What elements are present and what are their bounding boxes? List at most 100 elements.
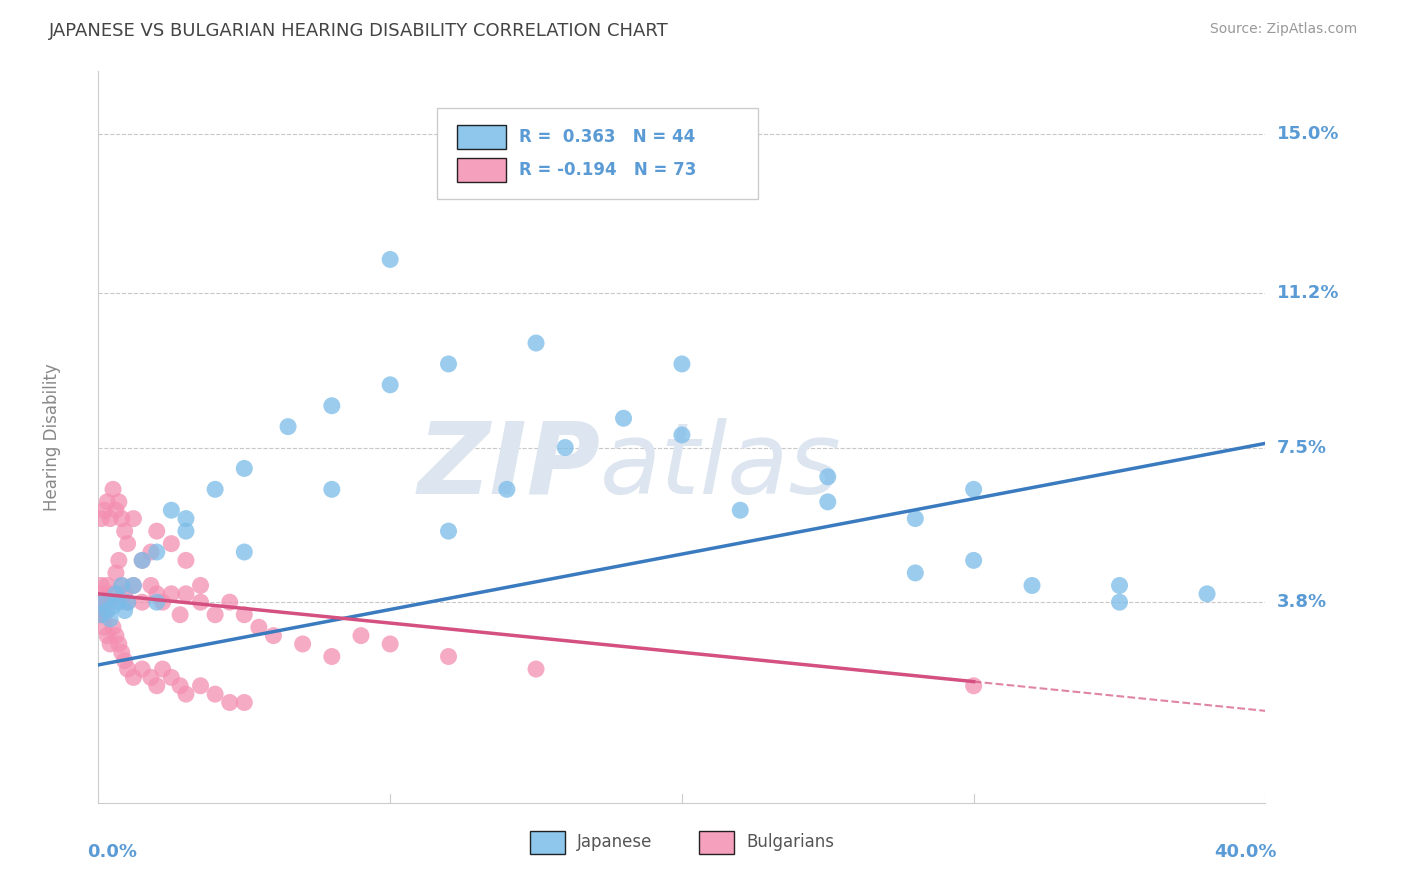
Point (671, 357, 693, 371)
Point (101, 599, 124, 614)
Point (291, 637, 314, 651)
Point (174, 524, 197, 538)
Point (496, 483, 519, 497)
Text: 0.0%: 0.0% (87, 843, 136, 861)
Point (117, 595, 139, 609)
Text: JAPANESE VS BULGARIAN HEARING DISABILITY CORRELATION CHART: JAPANESE VS BULGARIAN HEARING DISABILITY… (49, 22, 669, 40)
Point (90, 607, 112, 622)
Point (817, 470, 839, 484)
Point (817, 495, 839, 509)
FancyBboxPatch shape (457, 126, 506, 149)
Point (108, 637, 131, 651)
Point (108, 553, 131, 567)
Text: 3.8%: 3.8% (1277, 593, 1327, 611)
Point (146, 587, 169, 601)
Point (114, 587, 136, 601)
Point (101, 587, 124, 601)
Point (380, 637, 402, 651)
Point (146, 595, 169, 609)
Point (233, 461, 256, 475)
Point (96, 603, 118, 617)
Point (1021, 578, 1043, 592)
Point (122, 511, 145, 525)
Point (90, 587, 112, 601)
Point (1108, 595, 1130, 609)
Point (139, 670, 162, 684)
Point (218, 595, 240, 609)
Point (160, 503, 183, 517)
Point (174, 511, 197, 525)
Text: Japanese: Japanese (576, 832, 652, 851)
Point (174, 553, 197, 567)
Point (904, 566, 927, 580)
Point (96, 629, 118, 643)
Point (98, 511, 121, 525)
FancyBboxPatch shape (530, 830, 565, 854)
Point (321, 399, 343, 413)
Point (160, 587, 183, 601)
FancyBboxPatch shape (457, 159, 506, 182)
Point (437, 357, 460, 371)
Point (962, 679, 984, 693)
Point (1195, 587, 1218, 601)
Point (98, 595, 121, 609)
Point (321, 649, 343, 664)
Point (174, 687, 197, 701)
Point (962, 483, 984, 497)
Point (93, 503, 115, 517)
Point (380, 252, 402, 267)
Point (277, 419, 299, 434)
Point (93, 620, 115, 634)
Point (90, 511, 112, 525)
Point (108, 495, 131, 509)
Point (91, 603, 114, 617)
Point (152, 662, 174, 676)
Point (117, 595, 139, 609)
Point (117, 662, 139, 676)
Point (437, 649, 460, 664)
FancyBboxPatch shape (437, 108, 758, 200)
Point (89, 595, 111, 609)
Point (101, 620, 124, 634)
Point (96, 578, 118, 592)
Point (90, 578, 112, 592)
Point (114, 524, 136, 538)
Point (93, 595, 115, 609)
Point (90, 607, 112, 622)
Text: 11.2%: 11.2% (1277, 284, 1339, 301)
Text: R =  0.363   N = 44: R = 0.363 N = 44 (519, 128, 695, 146)
Point (554, 441, 576, 455)
Point (169, 607, 191, 622)
Text: Bulgarians: Bulgarians (747, 832, 834, 851)
Point (350, 629, 373, 643)
Text: 7.5%: 7.5% (1277, 439, 1326, 457)
Text: Source: ZipAtlas.com: Source: ZipAtlas.com (1209, 22, 1357, 37)
Point (131, 595, 153, 609)
Point (437, 524, 460, 538)
Point (174, 587, 197, 601)
Point (131, 662, 153, 676)
Point (104, 587, 127, 601)
Point (131, 553, 153, 567)
Point (111, 511, 134, 525)
Point (122, 578, 145, 592)
Point (122, 670, 145, 684)
Text: 15.0%: 15.0% (1277, 125, 1339, 143)
Point (612, 411, 634, 425)
Text: atlas: atlas (600, 417, 842, 515)
Point (104, 503, 127, 517)
Text: Hearing Disability: Hearing Disability (42, 363, 60, 511)
Text: R = -0.194   N = 73: R = -0.194 N = 73 (519, 161, 696, 179)
Point (190, 595, 212, 609)
Point (111, 578, 134, 592)
Point (190, 578, 212, 592)
Point (104, 566, 127, 580)
Point (152, 595, 174, 609)
Point (262, 629, 284, 643)
Point (117, 536, 139, 550)
Point (1108, 578, 1130, 592)
Point (169, 679, 191, 693)
Point (146, 679, 169, 693)
Point (160, 670, 183, 684)
Point (730, 503, 752, 517)
